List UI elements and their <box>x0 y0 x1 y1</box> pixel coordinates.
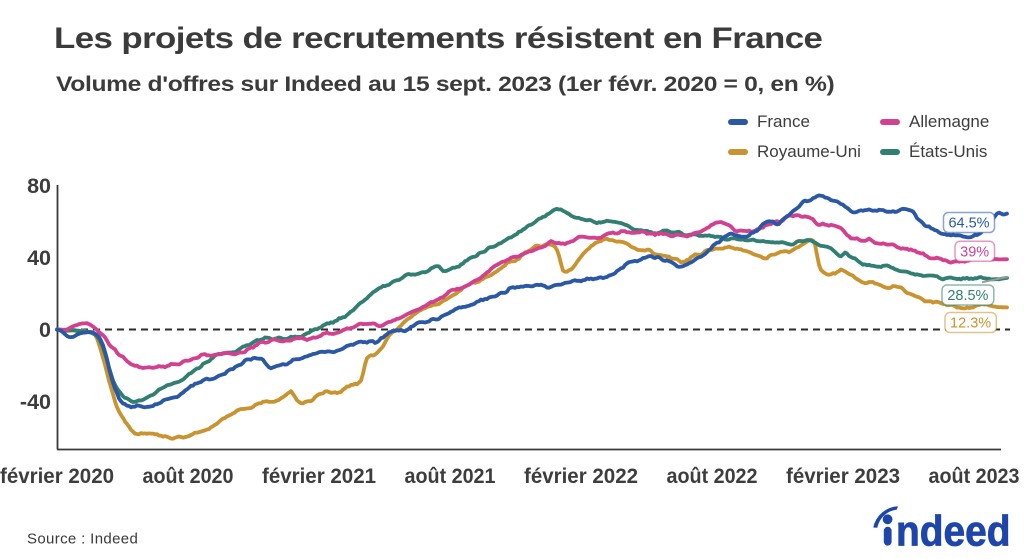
svg-text:-40: -40 <box>20 390 51 414</box>
svg-text:40: 40 <box>27 246 51 270</box>
svg-text:ndeed: ndeed <box>896 507 1011 555</box>
svg-text:Source : Indeed: Source : Indeed <box>27 531 138 548</box>
svg-text:39%: 39% <box>960 244 989 260</box>
svg-text:août 2021: août 2021 <box>405 464 496 488</box>
svg-text:août 2022: août 2022 <box>667 464 758 488</box>
svg-text:0: 0 <box>39 318 51 342</box>
svg-text:février 2022: février 2022 <box>524 464 638 488</box>
svg-text:64.5%: 64.5% <box>948 216 989 232</box>
svg-text:août 2023: août 2023 <box>929 464 1020 488</box>
svg-text:août 2020: août 2020 <box>143 464 234 488</box>
svg-text:12.3%: 12.3% <box>950 316 991 332</box>
svg-text:février 2020: février 2020 <box>0 464 114 488</box>
svg-text:février 2023: février 2023 <box>786 464 900 488</box>
svg-text:80: 80 <box>27 174 51 198</box>
svg-text:février 2021: février 2021 <box>262 464 376 488</box>
svg-text:28.5%: 28.5% <box>947 288 988 304</box>
